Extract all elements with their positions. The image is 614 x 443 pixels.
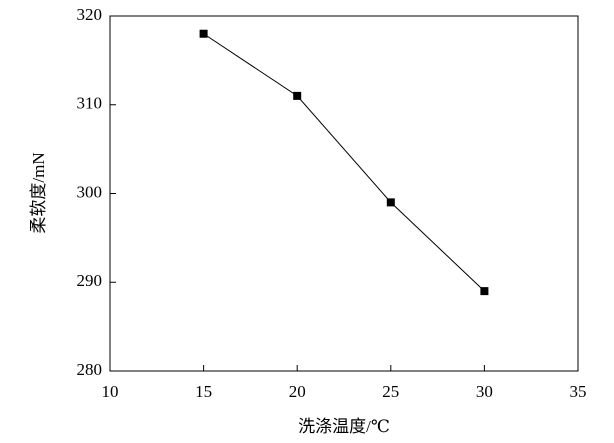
y-tick-label: 320	[77, 5, 103, 24]
data-line	[203, 33, 485, 292]
x-tick-label: 20	[289, 382, 306, 401]
x-tick-label: 35	[570, 382, 587, 401]
data-point	[386, 198, 395, 207]
y-tick-label: 300	[77, 182, 103, 201]
x-tick-label: 15	[195, 382, 212, 401]
plot-frame	[109, 15, 579, 372]
x-tick-label: 10	[102, 382, 119, 401]
data-point	[480, 287, 489, 296]
x-tick-label: 30	[476, 382, 493, 401]
y-tick-label: 290	[77, 271, 103, 290]
y-tick-label: 280	[77, 360, 103, 379]
x-axis-label: 洗涤温度/℃	[298, 417, 390, 436]
data-point	[293, 91, 302, 100]
x-tick-label: 25	[382, 382, 399, 401]
data-point	[199, 29, 208, 38]
y-tick-label: 310	[77, 94, 103, 113]
y-axis-label: 柔软度/mN	[29, 152, 48, 233]
